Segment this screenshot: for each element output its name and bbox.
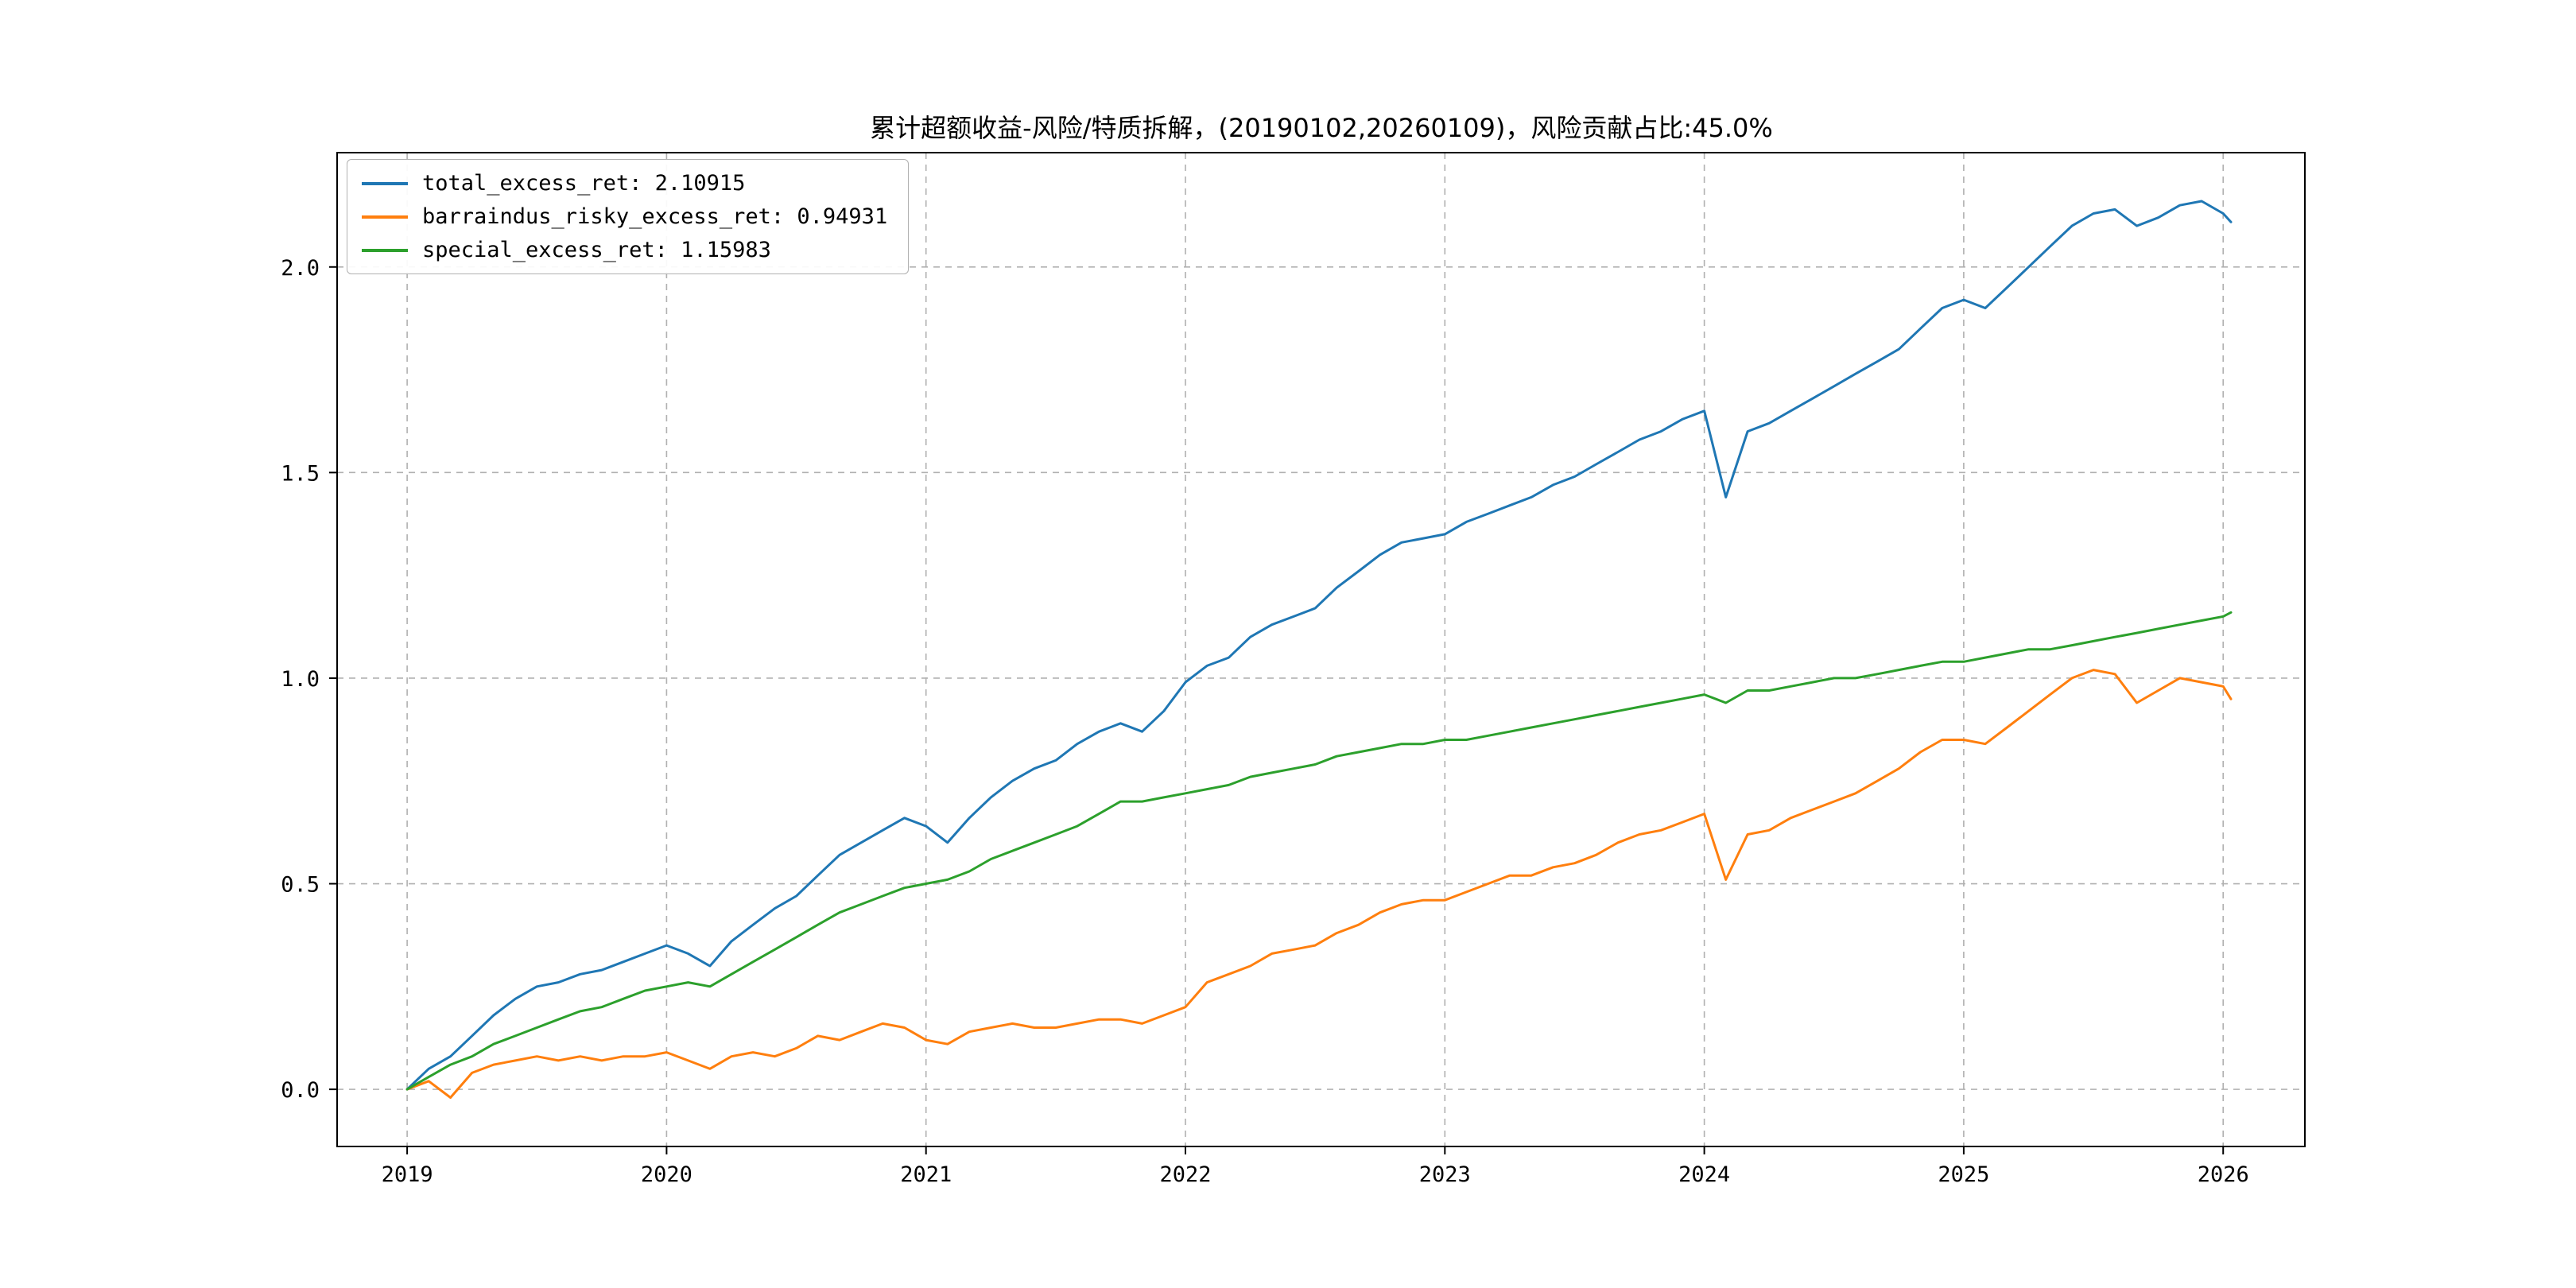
legend-item: total_excess_ret: 2.10915 bbox=[362, 171, 887, 196]
y-tick-label: 0.0 bbox=[281, 1078, 320, 1103]
x-tick-label: 2023 bbox=[1419, 1162, 1471, 1187]
series-total_excess_ret bbox=[405, 200, 2233, 1091]
legend-swatch bbox=[362, 181, 408, 185]
axes-frame bbox=[336, 152, 2306, 1147]
y-tick-label: 1.0 bbox=[281, 667, 320, 692]
legend-label: special_excess_ret: 1.15983 bbox=[422, 238, 771, 262]
y-tick-label: 2.0 bbox=[281, 256, 320, 281]
x-tick-label: 2020 bbox=[641, 1162, 692, 1187]
legend: total_excess_ret: 2.10915 barraindus_ris… bbox=[347, 159, 910, 274]
y-tick-label: 1.5 bbox=[281, 461, 320, 486]
series-barraindus_risky_excess_ret bbox=[405, 669, 2233, 1099]
x-tick-label: 2026 bbox=[2198, 1162, 2249, 1187]
chart-title: 累计超额收益-风险/特质拆解，(20190102,20260109)，风险贡献占… bbox=[870, 113, 1773, 143]
legend-label: total_excess_ret: 2.10915 bbox=[422, 171, 746, 196]
legend-item: barraindus_risky_excess_ret: 0.94931 bbox=[362, 204, 887, 229]
x-tick-label: 2022 bbox=[1159, 1162, 1211, 1187]
legend-swatch bbox=[362, 248, 408, 252]
x-tick-label: 2025 bbox=[1938, 1162, 1989, 1187]
legend-label: barraindus_risky_excess_ret: 0.94931 bbox=[422, 204, 888, 229]
x-tick-label: 2021 bbox=[900, 1162, 952, 1187]
x-tick-label: 2019 bbox=[382, 1162, 433, 1187]
x-tick-label: 2024 bbox=[1678, 1162, 1730, 1187]
legend-item: special_excess_ret: 1.15983 bbox=[362, 238, 887, 262]
y-tick-label: 0.5 bbox=[281, 873, 320, 898]
legend-swatch bbox=[362, 215, 408, 219]
series-special_excess_ret bbox=[405, 611, 2233, 1091]
